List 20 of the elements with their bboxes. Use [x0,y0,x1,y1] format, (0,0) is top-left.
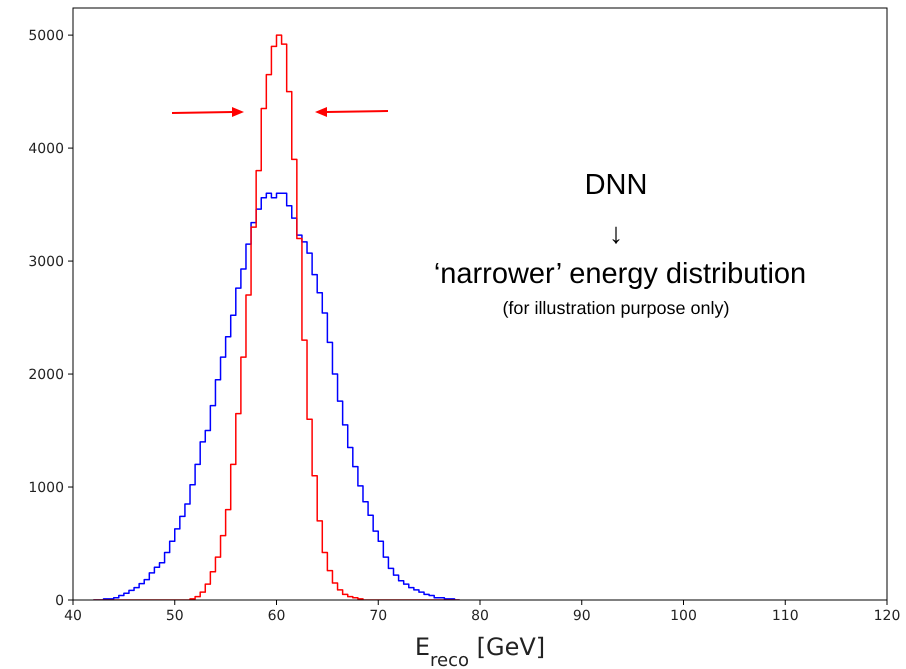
x-tick-label: 110 [772,608,799,624]
annotation: (for illustration purpose only) [502,298,730,318]
annotation: ↓ [608,218,624,250]
y-tick-label: 5000 [28,28,64,44]
x-tick-label: 100 [670,608,697,624]
x-axis-title: E$_{reco}$ [GeV] [414,633,546,669]
x-tick-label: 120 [874,608,900,624]
y-tick-label: 0 [55,593,64,609]
y-tick-label: 2000 [28,367,64,384]
x-tick-label: 90 [572,608,591,624]
annotation: ‘narrower’ energy distribution [434,258,806,290]
y-tick-label: 4000 [28,141,64,158]
y-tick-label: 1000 [28,480,64,496]
x-tick-label: 80 [471,608,489,624]
annotation: DNN [584,169,648,201]
x-tick-label: 60 [268,608,286,624]
x-tick-label: 50 [166,608,184,624]
x-tick-label: 40 [64,608,82,624]
y-tick-label: 3000 [28,254,64,270]
x-tick-label: 70 [369,608,388,624]
